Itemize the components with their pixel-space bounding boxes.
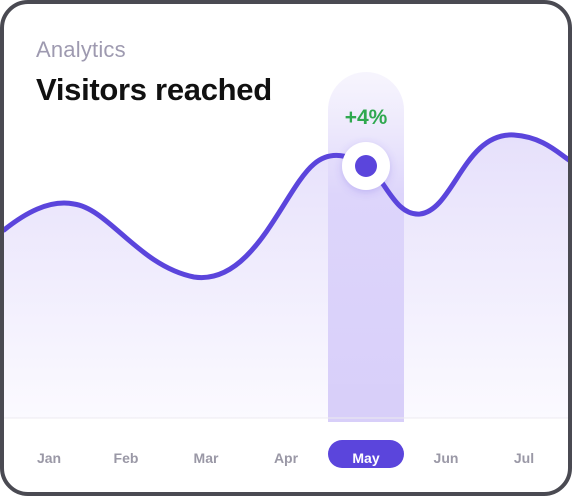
change-percentage: +4% (344, 106, 388, 129)
visitors-line (4, 132, 568, 280)
month-label-jul[interactable]: Jul (513, 450, 535, 466)
selected-point-dot (355, 155, 377, 177)
month-label-apr[interactable]: Apr (273, 450, 299, 466)
chart-area-fill (4, 134, 568, 418)
month-label-mar[interactable]: Mar (193, 450, 219, 466)
month-label-feb[interactable]: Feb (113, 450, 139, 466)
visitors-chart (4, 72, 568, 422)
selected-month-pill[interactable] (328, 440, 404, 468)
month-label-may[interactable]: May (352, 450, 380, 466)
card-title: Visitors reached (36, 72, 272, 107)
highlight-column-base (328, 384, 404, 422)
month-label-jan[interactable]: Jan (36, 450, 62, 466)
card-subtitle: Analytics (36, 37, 126, 62)
month-label-jun[interactable]: Jun (433, 450, 459, 466)
